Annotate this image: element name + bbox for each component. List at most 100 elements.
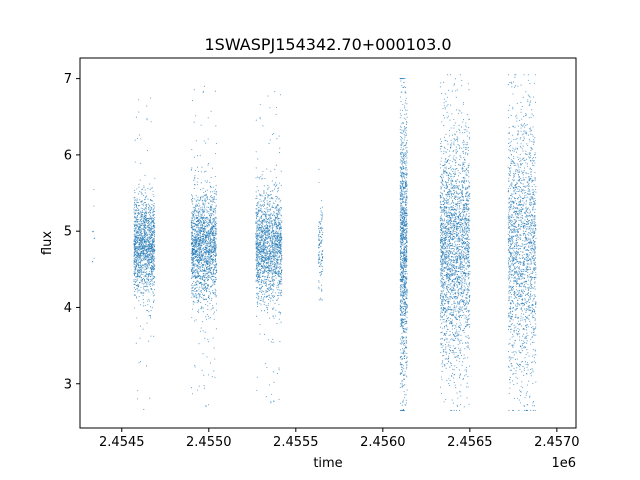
data-point: [260, 233, 262, 235]
data-point: [200, 217, 202, 219]
data-point: [142, 294, 144, 297]
data-point: [139, 269, 141, 271]
data-point: [271, 224, 274, 226]
data-point: [266, 211, 268, 213]
data-point: [273, 225, 275, 227]
data-point: [215, 231, 217, 233]
data-point: [320, 272, 322, 274]
data-point: [319, 223, 321, 225]
data-point: [148, 204, 150, 206]
data-point: [266, 242, 268, 244]
data-point: [134, 227, 136, 230]
data-point: [322, 250, 324, 252]
data-point: [319, 297, 322, 299]
data-point: [269, 240, 271, 242]
data-point: [197, 215, 199, 217]
data-point: [191, 250, 193, 252]
data-point: [196, 261, 199, 263]
data-point: [135, 276, 137, 278]
data-point: [142, 305, 144, 307]
data-point: [210, 286, 213, 288]
data-point: [147, 259, 149, 261]
data-point: [210, 241, 212, 243]
data-point: [258, 278, 261, 280]
data-point: [202, 353, 204, 355]
data-point: [144, 247, 146, 249]
data-point: [198, 202, 200, 204]
data-point: [270, 257, 272, 260]
data-point: [280, 277, 282, 279]
data-point: [190, 224, 193, 226]
data-point: [204, 248, 206, 251]
data-point: [215, 188, 217, 190]
data-point: [208, 260, 210, 262]
data-point: [150, 261, 152, 264]
data-point: [319, 262, 321, 264]
data-point: [264, 178, 266, 180]
data-point: [191, 235, 193, 237]
data-point: [264, 245, 266, 247]
data-point: [210, 196, 212, 198]
data-point: [207, 247, 209, 249]
data-point: [257, 201, 259, 204]
data-point: [198, 237, 200, 239]
data-point: [273, 253, 275, 255]
data-point: [275, 267, 277, 269]
data-point: [205, 283, 207, 285]
data-point: [277, 266, 280, 268]
data-point: [153, 301, 155, 303]
data-point: [204, 236, 206, 238]
data-point: [204, 271, 206, 273]
data-point: [194, 225, 196, 227]
data-point: [273, 223, 275, 225]
data-point: [263, 241, 265, 243]
data-point: [271, 227, 273, 230]
data-point: [196, 266, 198, 268]
data-point: [148, 218, 151, 220]
data-point: [190, 212, 192, 214]
data-point: [152, 274, 154, 276]
data-point: [273, 211, 275, 214]
data-point: [136, 212, 138, 214]
data-point: [319, 227, 321, 229]
data-point: [138, 212, 140, 214]
data-point: [256, 258, 258, 260]
data-point: [205, 276, 208, 279]
data-point: [194, 273, 196, 275]
data-point: [205, 234, 207, 236]
data-point: [133, 263, 135, 265]
data-point: [196, 216, 199, 219]
data-point: [147, 251, 149, 253]
data-point: [259, 333, 261, 335]
data-point: [151, 262, 153, 264]
data-point: [269, 317, 271, 319]
data-point: [135, 230, 137, 232]
data-point: [135, 261, 137, 264]
data-point: [152, 237, 154, 239]
data-point: [136, 216, 138, 218]
data-point: [280, 231, 282, 233]
data-point: [135, 282, 137, 284]
data-point: [212, 256, 214, 258]
data-point: [139, 232, 141, 234]
data-point: [262, 229, 264, 231]
data-point: [270, 272, 272, 274]
data-point: [318, 244, 320, 246]
data-point: [320, 228, 322, 230]
data-point: [201, 171, 203, 173]
data-point: [213, 197, 215, 199]
data-point: [278, 273, 280, 275]
data-point: [192, 267, 194, 269]
data-point: [257, 295, 260, 297]
data-point: [206, 260, 208, 262]
data-point: [257, 158, 259, 160]
data-point: [196, 231, 198, 233]
data-point: [209, 181, 211, 183]
data-point: [260, 254, 262, 256]
data-point: [192, 240, 194, 242]
data-point: [259, 284, 261, 286]
data-point: [273, 263, 275, 265]
data-point: [273, 317, 275, 319]
data-point: [140, 252, 142, 254]
data-point: [321, 211, 323, 213]
